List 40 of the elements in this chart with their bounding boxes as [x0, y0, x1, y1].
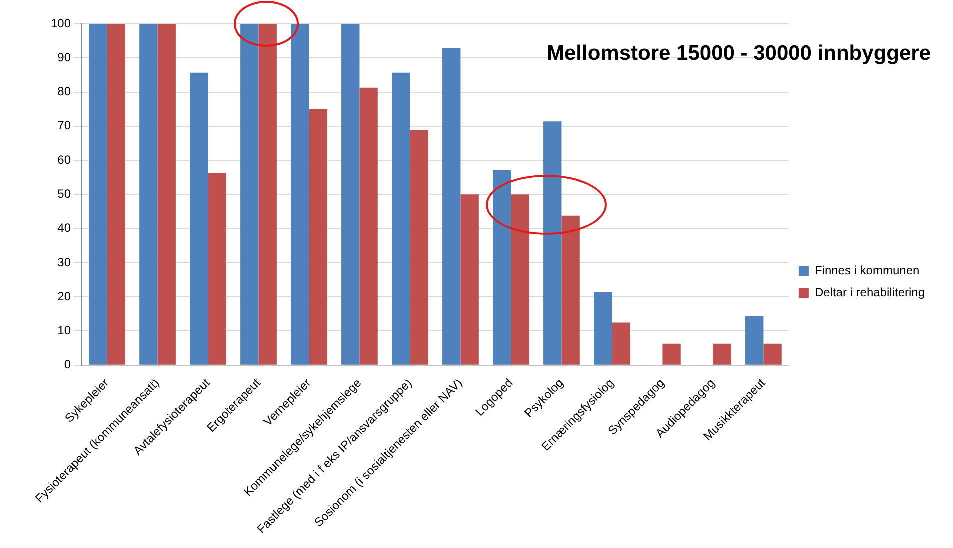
- bar: [493, 170, 512, 365]
- y-tick-label: 0: [64, 358, 72, 372]
- y-tick-label: 50: [58, 187, 72, 201]
- bar: [594, 292, 612, 365]
- bar: [662, 344, 681, 365]
- legend-label: Finnes i kommunen: [814, 263, 920, 278]
- bar: [764, 344, 782, 365]
- bar: [442, 48, 461, 365]
- bar: [107, 24, 126, 365]
- bar: [158, 24, 176, 365]
- y-tick-label: 10: [58, 324, 72, 338]
- bar: [360, 88, 378, 365]
- y-tick-label: 60: [58, 152, 72, 167]
- bar: [258, 24, 277, 365]
- bar: [208, 173, 226, 365]
- y-tick-label: 100: [50, 16, 72, 30]
- bar: [89, 24, 108, 365]
- bar: [342, 24, 360, 365]
- bar: [746, 316, 764, 365]
- bar: [309, 109, 328, 365]
- legend-label: Deltar i rehabilitering: [814, 285, 926, 300]
- bar: [291, 24, 310, 365]
- bar: [410, 130, 428, 365]
- y-tick-label: 80: [58, 84, 72, 99]
- bar: [240, 24, 259, 365]
- text: Mellomstore 15000 - 30000 innbyggere: [547, 42, 931, 65]
- bar: [612, 322, 630, 365]
- bar: [392, 72, 410, 365]
- y-tick-label: 20: [58, 289, 72, 304]
- bar: [190, 72, 208, 365]
- y-tick-label: 30: [58, 255, 72, 270]
- bar: [544, 122, 562, 365]
- bar: [460, 194, 479, 365]
- y-tick-label: 70: [58, 118, 72, 133]
- bar: [140, 24, 158, 365]
- bar: [562, 216, 580, 365]
- bar: [713, 344, 732, 365]
- y-tick-label: 90: [58, 50, 72, 64]
- bar: [511, 194, 530, 365]
- y-tick-label: 40: [58, 221, 72, 236]
